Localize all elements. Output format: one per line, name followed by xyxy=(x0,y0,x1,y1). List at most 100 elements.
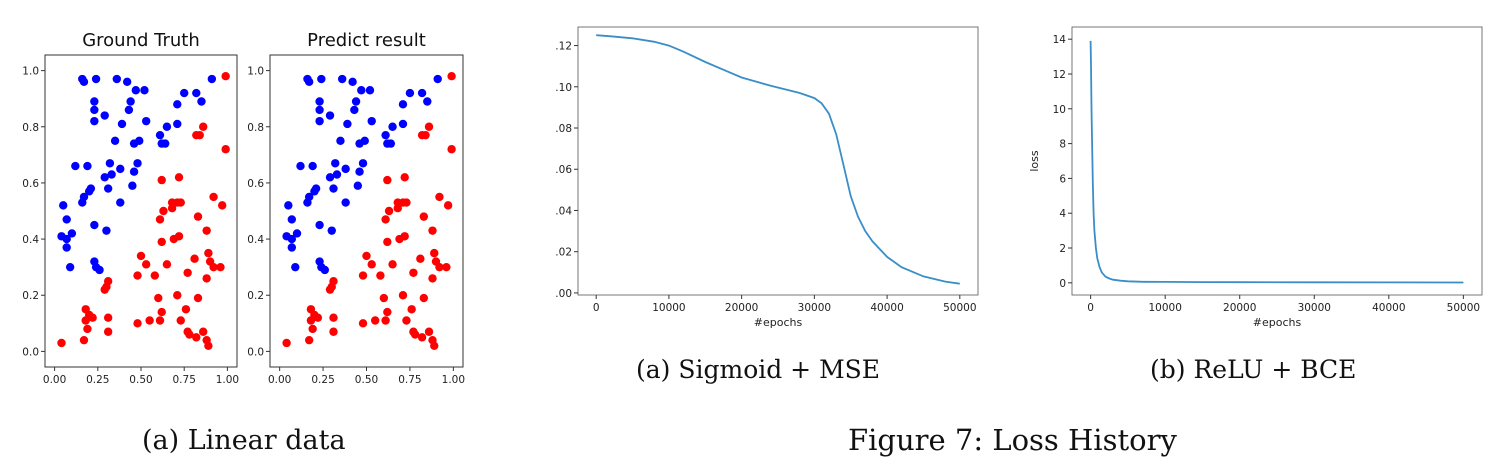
red-point xyxy=(216,262,225,272)
x-tick-label: 30000 xyxy=(798,302,831,314)
red-point xyxy=(388,260,397,269)
blue-point xyxy=(78,198,87,207)
red-point xyxy=(190,254,199,263)
y-tick-label: 0.2 xyxy=(22,290,39,302)
red-point xyxy=(282,338,291,348)
blue-point xyxy=(100,111,109,120)
x-tick-label: 0.25 xyxy=(86,374,109,386)
blue-point xyxy=(303,74,312,84)
blue-point xyxy=(84,187,94,196)
y-tick-label: .06 xyxy=(555,164,572,176)
blue-point xyxy=(67,229,77,238)
red-point xyxy=(402,316,411,325)
red-point xyxy=(398,198,408,207)
plot-frame xyxy=(1071,26,1483,296)
red-point xyxy=(193,212,203,221)
red-point xyxy=(136,251,146,261)
red-point xyxy=(304,335,314,345)
blue-point xyxy=(105,159,115,168)
red-point xyxy=(327,282,336,292)
blue-point xyxy=(358,159,368,168)
blue-point xyxy=(367,116,376,126)
blue-point xyxy=(320,265,330,275)
red-point xyxy=(407,305,416,314)
figure-caption: Figure 7: Loss History xyxy=(848,423,1177,457)
blue-point xyxy=(79,77,89,87)
blue-point xyxy=(296,161,305,171)
red-point xyxy=(159,206,168,216)
blue-point xyxy=(383,139,392,148)
blue-point xyxy=(287,243,297,252)
red-point xyxy=(192,333,201,342)
red-point xyxy=(383,237,392,247)
blue-point xyxy=(292,229,302,238)
x-tick-label: 1.00 xyxy=(442,374,465,386)
blue-point xyxy=(317,262,326,272)
red-point xyxy=(150,271,160,280)
blue-point xyxy=(140,86,149,95)
blue-point xyxy=(157,139,166,148)
red-point xyxy=(367,260,376,269)
red-point xyxy=(409,327,418,336)
red-point xyxy=(329,313,338,322)
red-point xyxy=(173,198,182,207)
x-tick-label: 50000 xyxy=(943,302,976,314)
blue-point xyxy=(173,119,182,129)
blue-point xyxy=(388,122,397,131)
blue-point xyxy=(62,234,71,244)
blue-point xyxy=(287,234,297,244)
red-point xyxy=(417,333,427,342)
red-point xyxy=(383,175,392,185)
blue-point xyxy=(107,170,116,179)
x-tick-label: 0.00 xyxy=(268,374,291,386)
y-tick-label: 1.0 xyxy=(247,66,264,78)
red-point xyxy=(358,319,368,328)
blue-point xyxy=(126,97,135,106)
y-tick-label: 6 xyxy=(1059,173,1066,185)
blue-point xyxy=(353,181,363,190)
blue-point xyxy=(192,88,201,98)
red-point xyxy=(221,145,230,154)
red-point xyxy=(383,307,392,317)
red-point xyxy=(409,268,418,277)
red-point xyxy=(306,305,316,314)
y-tick-label: 2 xyxy=(1059,243,1066,255)
red-point xyxy=(402,198,411,207)
y-tick-label: 8 xyxy=(1059,139,1066,151)
x-tick-label: 40000 xyxy=(870,302,903,314)
blue-point xyxy=(341,198,350,207)
blue-point xyxy=(303,198,312,207)
blue-point xyxy=(398,119,408,129)
blue-point xyxy=(329,184,338,193)
blue-point xyxy=(284,201,293,210)
x-tick-label: 0.50 xyxy=(129,374,152,386)
blue-point xyxy=(315,220,324,230)
red-point xyxy=(157,237,166,247)
blue-point xyxy=(160,139,170,148)
blue-point xyxy=(348,77,357,87)
red-point xyxy=(57,338,66,348)
x-tick-label: 30000 xyxy=(1298,302,1331,314)
blue-point xyxy=(405,88,415,98)
blue-point xyxy=(341,164,350,174)
red-point xyxy=(204,248,213,258)
red-point xyxy=(370,316,380,325)
red-point xyxy=(417,130,427,140)
blue-point xyxy=(331,159,340,168)
blue-point xyxy=(315,97,324,106)
red-point xyxy=(325,285,335,294)
blue-point xyxy=(360,136,369,145)
loss-line xyxy=(596,34,960,285)
red-point xyxy=(381,316,390,325)
red-point xyxy=(218,201,227,210)
red-point xyxy=(185,330,194,339)
red-point xyxy=(202,274,211,283)
red-point xyxy=(329,277,338,286)
blue-point xyxy=(282,232,291,241)
red-point xyxy=(424,327,434,336)
red-point xyxy=(419,212,429,221)
red-point xyxy=(84,310,94,320)
y-tick-label: 0.4 xyxy=(22,234,39,246)
y-tick-label: 0.0 xyxy=(247,346,264,358)
blue-point xyxy=(95,265,104,275)
